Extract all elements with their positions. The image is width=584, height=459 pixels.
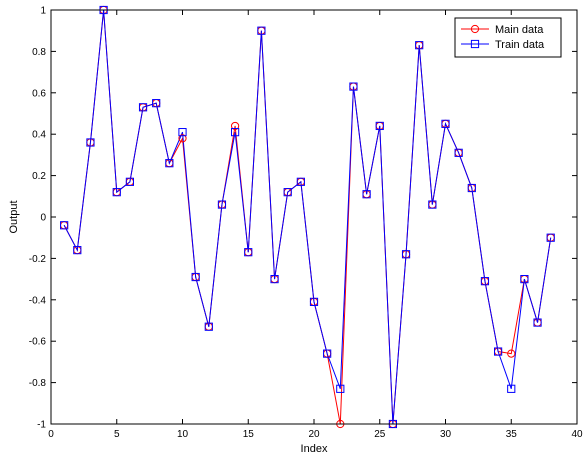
y-tick-label: 0.6 <box>32 88 46 99</box>
data-point <box>178 134 187 143</box>
data-point <box>349 82 358 91</box>
data-point <box>257 26 266 35</box>
data-point <box>401 250 411 259</box>
data-point <box>296 177 305 186</box>
y-tick-label: 0.2 <box>32 171 46 182</box>
data-point <box>125 177 135 186</box>
data-point <box>428 200 437 209</box>
x-tick-label: 30 <box>440 429 452 440</box>
data-point <box>323 349 332 358</box>
data-point <box>191 272 200 282</box>
data-point <box>165 159 174 168</box>
x-tick-label: 25 <box>374 429 386 440</box>
data-point <box>441 119 450 128</box>
y-tick-label: 0.4 <box>32 130 46 141</box>
series-line-1 <box>63 9 552 425</box>
y-tick-label: -0.4 <box>29 295 47 306</box>
data-point <box>309 297 319 306</box>
data-point <box>375 121 384 131</box>
data-point <box>152 99 161 108</box>
y-tick-label: -0.6 <box>29 337 47 348</box>
x-axis-label: Index <box>301 443 328 455</box>
data-point <box>270 275 279 284</box>
x-tick-label: 35 <box>506 429 518 440</box>
y-tick-label: -1 <box>37 420 46 431</box>
legend-label: Train data <box>495 39 545 51</box>
x-tick-label: 5 <box>114 429 120 440</box>
data-point <box>507 384 516 393</box>
plot-area <box>51 10 577 424</box>
data-point <box>244 248 253 257</box>
legend-marker <box>470 39 480 49</box>
y-axis-label: Output <box>8 200 20 233</box>
data-point <box>112 188 121 197</box>
data-point <box>231 128 240 137</box>
x-tick-label: 15 <box>243 429 255 440</box>
data-point <box>362 190 371 199</box>
x-tick-label: 0 <box>48 429 54 440</box>
data-point <box>520 275 529 284</box>
data-point <box>283 188 292 197</box>
y-tick-label: 1 <box>40 6 46 17</box>
legend: Main data Train data <box>454 17 562 58</box>
y-tick-label: 0.8 <box>32 47 46 58</box>
data-point <box>336 384 345 393</box>
data-point <box>178 128 187 137</box>
data-point <box>86 138 95 147</box>
data-point <box>467 183 476 193</box>
data-point <box>415 41 424 50</box>
data-point <box>138 103 148 112</box>
legend-label: Main data <box>495 24 544 36</box>
data-point <box>217 200 227 209</box>
x-tick-label: 40 <box>571 429 583 440</box>
data-point <box>60 221 69 230</box>
data-point <box>507 349 516 358</box>
data-point <box>546 233 555 242</box>
x-tick-label: 20 <box>308 429 320 440</box>
y-tick-label: -0.2 <box>29 254 47 265</box>
data-point <box>454 148 463 157</box>
data-point <box>73 246 82 255</box>
legend-marker <box>470 24 480 34</box>
data-point <box>480 277 490 286</box>
x-tick-label: 10 <box>177 429 189 440</box>
y-tick-label: 0 <box>40 213 46 224</box>
data-point <box>533 318 542 327</box>
legend-box <box>454 17 562 58</box>
y-tick-label: -0.8 <box>29 378 47 389</box>
data-point <box>231 121 240 131</box>
data-point <box>204 322 213 331</box>
data-point <box>494 347 503 356</box>
